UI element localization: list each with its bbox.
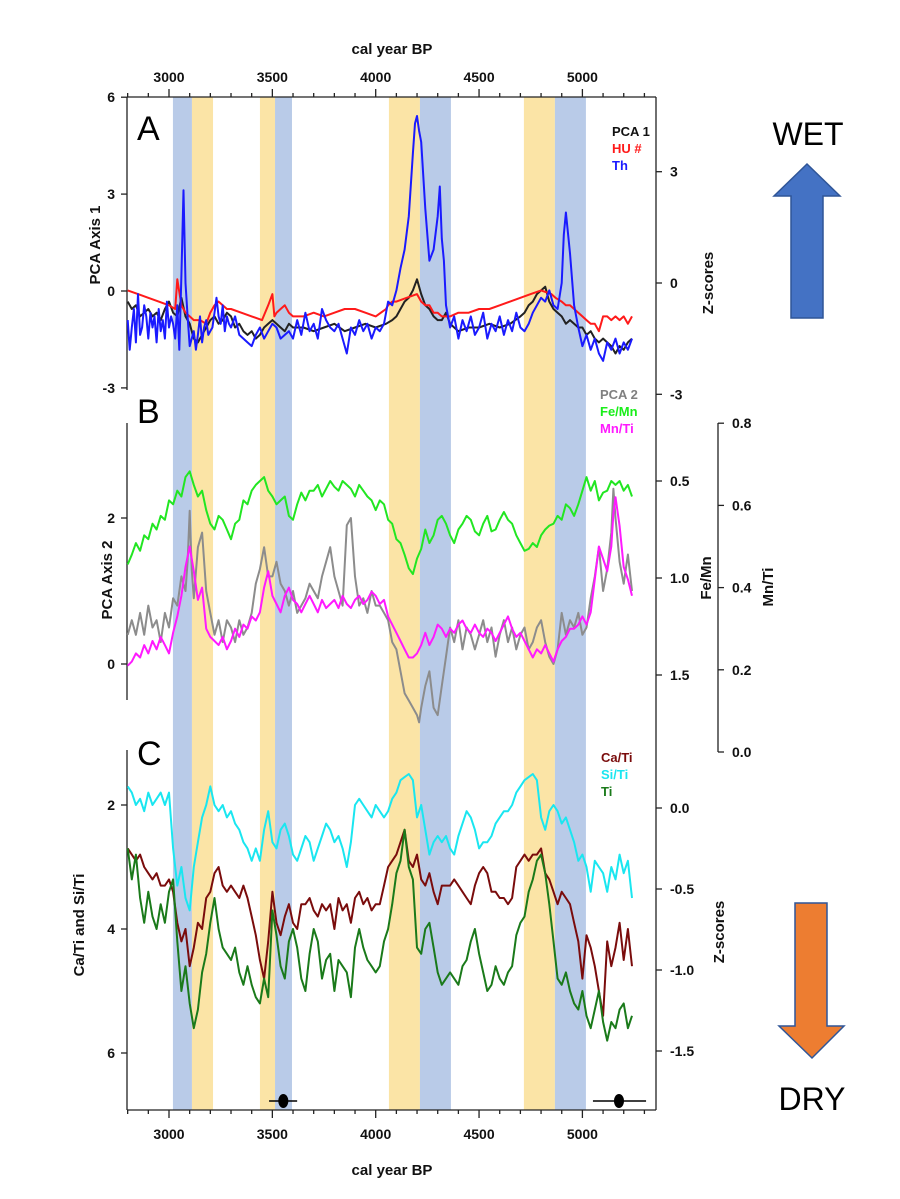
panel-b-mn-ti-axis: 0.8 0.6 0.4 0.2 0.0	[718, 415, 752, 760]
y-tick-label: 0.5	[670, 473, 690, 489]
panel-c-right-axis-title: Z-scores	[711, 901, 728, 964]
series-th	[126, 115, 633, 362]
age-marker-dot	[613, 1094, 624, 1108]
y-tick-label: 4	[107, 921, 115, 937]
panel-a-legend: PCA 1 HU # Th	[612, 124, 650, 173]
top-tick-label: 3500	[257, 69, 288, 85]
series-pca-2	[126, 487, 633, 724]
y-tick-label: -1.0	[670, 962, 694, 978]
panel-a-left-axis: 6 3 0 -3	[103, 89, 127, 396]
y-tick-label: 2	[107, 510, 115, 526]
panel-b-fe-mn-axis: 0.5 1.0 1.5	[656, 473, 690, 683]
legend-mn-ti: Mn/Ti	[600, 421, 634, 436]
panel-c-left-axis: 2 4 6	[107, 797, 127, 1061]
top-tick-label: 5000	[567, 69, 598, 85]
legend-th: Th	[612, 158, 628, 173]
y-tick-label: 0.4	[732, 580, 752, 596]
bottom-x-axis: 3000 3500 4000 4500 5000	[127, 1110, 646, 1142]
panel-b-mn-ti-axis-title: Mn/Ti	[760, 568, 777, 607]
legend-ti: Ti	[601, 784, 612, 799]
panel-c-left-axis-title: Ca/Ti and Si/Ti	[71, 874, 88, 977]
series-ti	[126, 828, 633, 1042]
plot-frame	[126, 96, 719, 1111]
y-tick-label: 6	[107, 89, 115, 105]
wet-label: WET	[772, 116, 843, 152]
panel-b-letter: B	[137, 393, 160, 431]
y-tick-label: 0.2	[732, 662, 752, 678]
top-axis-title: cal year BP	[352, 41, 433, 58]
legend-pca-2: PCA 2	[600, 387, 638, 402]
panel-b-fe-mn-axis-title: Fe/Mn	[698, 556, 715, 599]
band-yellow	[388, 97, 420, 1110]
band-yellow	[191, 97, 214, 1110]
legend-fe-mn: Fe/Mn	[600, 404, 638, 419]
age-markers	[269, 1094, 647, 1108]
age-marker-dot	[278, 1094, 289, 1108]
panel-c-letter: C	[137, 735, 162, 773]
top-x-axis: 3000 3500 4000 4500 5000	[127, 69, 646, 97]
y-tick-label: -3	[670, 386, 683, 402]
bottom-tick-label: 3000	[153, 1126, 184, 1142]
y-tick-label: 1.0	[670, 570, 690, 586]
bottom-tick-label: 4000	[360, 1126, 391, 1142]
series-hu	[127, 278, 633, 333]
y-tick-label: 0	[107, 656, 115, 672]
y-tick-label: 2	[107, 797, 115, 813]
bottom-tick-label: 5000	[567, 1126, 598, 1142]
panel-a-right-axis: 3 0 -3	[656, 164, 683, 402]
series-si-ti	[126, 773, 633, 912]
top-tick-label: 3000	[153, 69, 184, 85]
legend-ca-ti: Ca/Ti	[601, 750, 633, 765]
dry-arrow-icon	[777, 902, 846, 1060]
y-tick-label: 0	[670, 275, 678, 291]
dry-label: DRY	[779, 1081, 846, 1117]
y-tick-label: -3	[103, 380, 116, 396]
y-tick-label: -1.5	[670, 1043, 694, 1059]
legend-hu: HU #	[612, 141, 642, 156]
series-ca-ti	[126, 828, 633, 1017]
band-yellow	[523, 97, 555, 1110]
y-tick-label: 3	[107, 186, 115, 202]
band-yellow	[259, 97, 276, 1110]
legend-pca-1: PCA 1	[612, 124, 650, 139]
bottom-tick-label: 4500	[463, 1126, 494, 1142]
top-tick-label: 4000	[360, 69, 391, 85]
panel-b-left-axis: 20	[107, 510, 127, 672]
y-tick-label: 3	[670, 164, 678, 180]
legend-si-ti: Si/Ti	[601, 767, 628, 782]
series-mn-ti	[126, 496, 633, 667]
panel-a-left-axis-title: PCA Axis 1	[87, 206, 104, 285]
top-tick-label: 4500	[463, 69, 494, 85]
y-tick-label: 0	[107, 283, 115, 299]
panel-c-legend: Ca/Ti Si/Ti Ti	[601, 750, 633, 799]
panel-c-right-axis: 0.0 -0.5 -1.0 -1.5	[656, 800, 694, 1059]
panel-b-left-axis-title: PCA Axis 2	[99, 541, 116, 620]
panel-a-right-axis-title: Z-scores	[700, 252, 717, 315]
wet-arrow-icon	[772, 162, 842, 319]
series-lines	[126, 115, 633, 1042]
panel-a-letter: A	[137, 110, 160, 148]
y-tick-label: 0.8	[732, 415, 752, 431]
series-fe-mn	[126, 470, 633, 576]
band-blue	[419, 97, 451, 1110]
y-tick-label: 6	[107, 1045, 115, 1061]
y-tick-label: -0.5	[670, 881, 694, 897]
y-tick-label: 0.0	[670, 800, 690, 816]
y-tick-label: 0.6	[732, 497, 752, 513]
panel-b-legend: PCA 2 Fe/Mn Mn/Ti	[600, 387, 638, 436]
y-tick-label: 0.0	[732, 744, 752, 760]
bottom-axis-title: cal year BP	[352, 1162, 433, 1179]
y-tick-label: 1.5	[670, 667, 690, 683]
bottom-tick-label: 3500	[257, 1126, 288, 1142]
band-blue	[172, 97, 192, 1110]
